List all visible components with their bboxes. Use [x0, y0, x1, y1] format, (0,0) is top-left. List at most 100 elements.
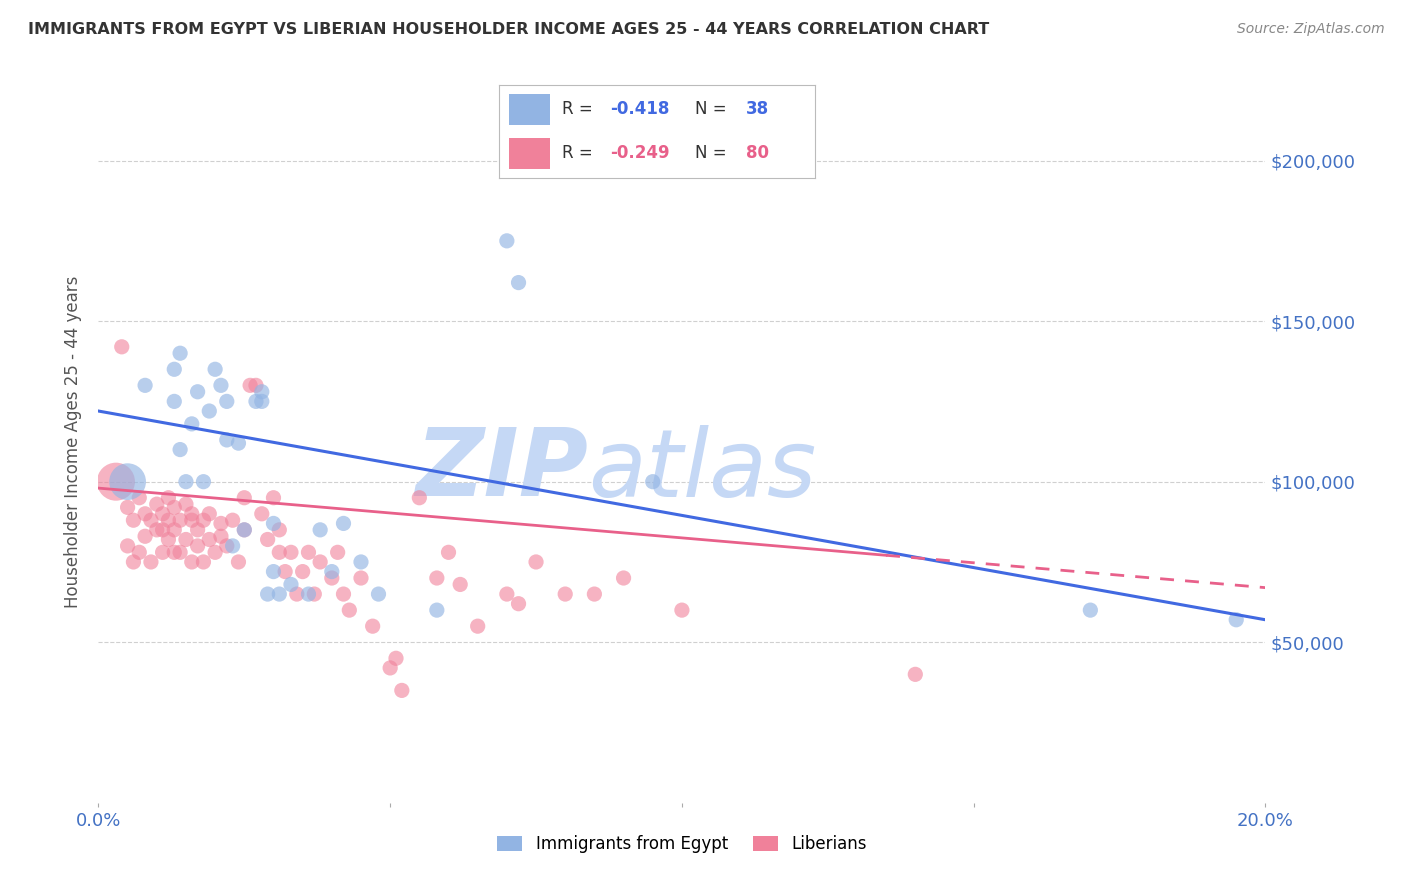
Point	[1080, 603, 1102, 617]
Point	[380, 661, 402, 675]
Point	[117, 539, 139, 553]
Point	[163, 523, 186, 537]
Point	[157, 533, 180, 547]
Point	[139, 513, 162, 527]
Point	[361, 619, 384, 633]
Point	[332, 516, 354, 531]
Point	[157, 513, 180, 527]
Text: Source: ZipAtlas.com: Source: ZipAtlas.com	[1237, 22, 1385, 37]
Point	[256, 533, 278, 547]
Point	[163, 500, 186, 515]
Point	[117, 475, 139, 489]
Point	[350, 571, 373, 585]
Point	[326, 545, 349, 559]
Point	[291, 565, 314, 579]
Point	[309, 523, 332, 537]
Point	[163, 545, 186, 559]
Point	[174, 533, 197, 547]
Point	[215, 539, 238, 553]
Point	[671, 603, 693, 617]
Point	[280, 577, 302, 591]
Point	[198, 507, 221, 521]
Point	[508, 597, 530, 611]
Y-axis label: Householder Income Ages 25 - 44 years: Householder Income Ages 25 - 44 years	[65, 276, 83, 607]
Point	[641, 475, 664, 489]
Point	[239, 378, 262, 392]
Point	[554, 587, 576, 601]
Point	[304, 587, 326, 601]
Point	[508, 276, 530, 290]
Point	[152, 523, 174, 537]
Text: atlas: atlas	[589, 425, 817, 516]
Point	[233, 491, 256, 505]
Point	[250, 394, 273, 409]
Point	[350, 555, 373, 569]
Point	[1225, 613, 1247, 627]
Point	[169, 513, 191, 527]
Point	[198, 404, 221, 418]
Point	[180, 513, 202, 527]
Point	[426, 571, 449, 585]
Text: -0.418: -0.418	[610, 100, 669, 118]
Point	[332, 587, 354, 601]
Point	[228, 436, 250, 450]
Text: R =: R =	[562, 145, 599, 162]
Point	[391, 683, 413, 698]
Point	[163, 394, 186, 409]
Text: R =: R =	[562, 100, 599, 118]
Point	[583, 587, 606, 601]
Point	[209, 516, 232, 531]
Point	[169, 346, 191, 360]
Point	[449, 577, 471, 591]
Point	[245, 378, 267, 392]
Point	[169, 442, 191, 457]
FancyBboxPatch shape	[509, 95, 550, 125]
Point	[122, 555, 145, 569]
Point	[426, 603, 449, 617]
Point	[337, 603, 360, 617]
Point	[193, 475, 215, 489]
Point	[122, 513, 145, 527]
Point	[274, 565, 297, 579]
Point	[269, 523, 291, 537]
Point	[233, 523, 256, 537]
Text: N =: N =	[695, 145, 733, 162]
Point	[269, 545, 291, 559]
Point	[146, 523, 169, 537]
Point	[496, 587, 519, 601]
Point	[612, 571, 634, 585]
Point	[228, 555, 250, 569]
Point	[385, 651, 408, 665]
Point	[134, 529, 156, 543]
Point	[215, 433, 238, 447]
Point	[204, 545, 226, 559]
Point	[180, 507, 202, 521]
Point	[209, 378, 232, 392]
Point	[104, 475, 127, 489]
Point	[437, 545, 460, 559]
Point	[187, 523, 209, 537]
Point	[256, 587, 278, 601]
Point	[193, 513, 215, 527]
Point	[169, 545, 191, 559]
Point	[117, 500, 139, 515]
FancyBboxPatch shape	[509, 138, 550, 169]
Text: IMMIGRANTS FROM EGYPT VS LIBERIAN HOUSEHOLDER INCOME AGES 25 - 44 YEARS CORRELAT: IMMIGRANTS FROM EGYPT VS LIBERIAN HOUSEH…	[28, 22, 990, 37]
Point	[221, 513, 243, 527]
Legend: Immigrants from Egypt, Liberians: Immigrants from Egypt, Liberians	[491, 828, 873, 860]
Point	[321, 571, 343, 585]
Point	[524, 555, 547, 569]
Point	[215, 394, 238, 409]
Point	[250, 384, 273, 399]
Point	[139, 555, 162, 569]
Point	[204, 362, 226, 376]
Point	[321, 565, 343, 579]
Point	[280, 545, 302, 559]
Point	[262, 491, 284, 505]
Point	[128, 491, 150, 505]
Point	[134, 378, 156, 392]
Point	[146, 497, 169, 511]
Point	[297, 545, 319, 559]
Text: 80: 80	[745, 145, 769, 162]
Point	[163, 362, 186, 376]
